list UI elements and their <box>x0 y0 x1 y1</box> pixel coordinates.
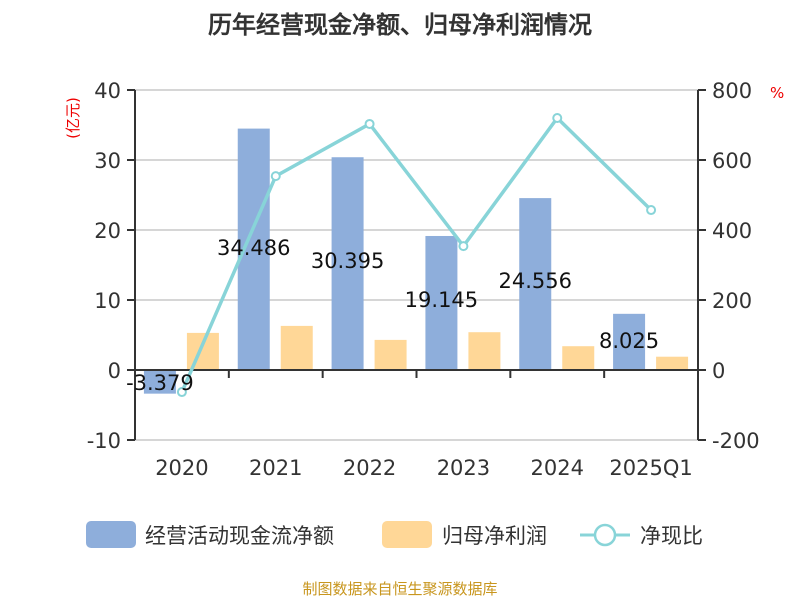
legend-label: 归母净利润 <box>442 524 547 548</box>
bar-net-profit <box>468 332 501 370</box>
line-point <box>176 387 187 398</box>
line-point <box>552 113 563 123</box>
left-tick-label: 0 <box>108 359 121 383</box>
chart-title: 历年经营现金净额、归母净利润情况 <box>208 11 592 39</box>
data-label: 19.145 <box>405 288 478 312</box>
bar-operating-cashflow <box>613 313 646 370</box>
legend-line-marker <box>593 523 617 547</box>
bar-net-profit <box>186 332 219 370</box>
legend-swatch-net-profit <box>382 521 432 548</box>
legend-label: 净现比 <box>640 524 703 548</box>
x-tick-label: 2023 <box>437 456 490 480</box>
right-tick-label: 400 <box>712 219 752 243</box>
line-point <box>458 241 469 252</box>
x-tick-label: 2022 <box>343 456 396 480</box>
right-tick-label: 800 <box>712 79 752 103</box>
right-tick-label: -200 <box>712 429 760 453</box>
left-tick-label: 40 <box>94 79 121 103</box>
left-tick-label: 20 <box>94 219 121 243</box>
legend-label: 经营活动现金流净额 <box>145 524 334 548</box>
x-tick-label: 2021 <box>249 456 302 480</box>
right-tick-label: 600 <box>712 149 752 173</box>
bar-operating-cashflow <box>143 370 176 394</box>
bar-operating-cashflow <box>331 157 364 370</box>
x-tick-label: 2020 <box>155 456 208 480</box>
line-cash-ratio <box>180 115 653 393</box>
line-point <box>270 171 281 182</box>
x-tick-label: 2024 <box>531 456 584 480</box>
bar-operating-cashflow <box>425 235 458 370</box>
left-tick-label: 10 <box>94 289 121 313</box>
right-axis-label: % <box>770 84 784 102</box>
left-tick-label: 30 <box>94 149 121 173</box>
bar-net-profit <box>280 325 313 370</box>
bar-net-profit <box>374 339 407 370</box>
x-tick-label: 2025Q1 <box>609 456 692 480</box>
bar-net-profit <box>562 346 595 370</box>
data-label: 8.025 <box>599 329 659 353</box>
data-label: 30.395 <box>311 249 384 273</box>
left-axis-label: (亿元) <box>64 97 82 139</box>
line-point <box>646 205 657 216</box>
right-tick-label: 0 <box>712 359 725 383</box>
footer-source: 制图数据来自恒生聚源数据库 <box>302 580 497 598</box>
data-label: 34.486 <box>217 236 290 260</box>
data-label: -3.379 <box>126 371 194 395</box>
data-label: 24.556 <box>499 269 572 293</box>
left-tick-label: -10 <box>87 429 121 453</box>
line-point <box>364 118 375 129</box>
bar-operating-cashflow <box>519 198 552 370</box>
bar-net-profit <box>656 356 689 370</box>
legend-swatch-operating-cashflow <box>86 521 136 548</box>
right-tick-label: 200 <box>712 289 752 313</box>
